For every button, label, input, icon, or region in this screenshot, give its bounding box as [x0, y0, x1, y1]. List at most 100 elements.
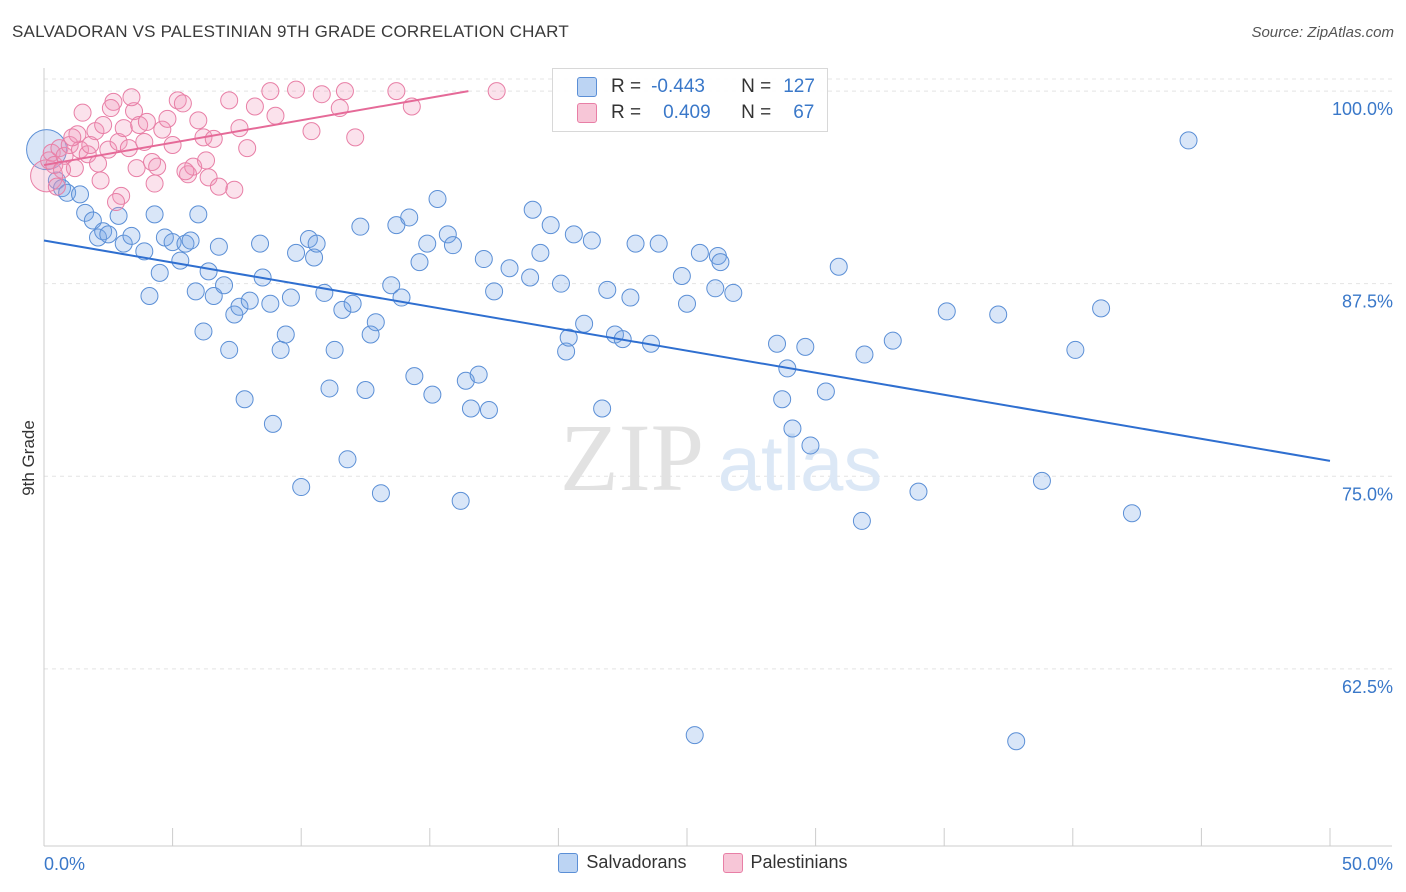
trend-lines — [43, 90, 1331, 462]
point-salvadorans — [559, 328, 578, 347]
point-salvadorans — [575, 314, 594, 333]
point-palestinians — [127, 159, 146, 178]
axis-labels: 100.0% 87.5% 75.0% 62.5% 0.0% 50.0% 9th Grade — [19, 99, 1393, 874]
point-salvadorans — [343, 294, 362, 313]
axes — [43, 68, 1392, 847]
watermark: ZIP atlas — [560, 404, 882, 511]
salvadoran-points — [26, 129, 1198, 751]
point-salvadorans — [783, 419, 802, 438]
point-salvadorans — [469, 365, 488, 384]
point-palestinians — [107, 193, 126, 212]
point-salvadorans — [261, 294, 280, 313]
point-palestinians — [197, 151, 216, 170]
point-salvadorans — [829, 257, 848, 276]
point-palestinians — [68, 125, 87, 144]
point-salvadorans — [909, 482, 928, 501]
y-tick-label: 87.5% — [1342, 292, 1393, 312]
point-palestinians — [91, 171, 110, 190]
point-palestinians — [125, 102, 144, 121]
point-salvadorans — [621, 288, 640, 307]
point-salvadorans — [176, 234, 195, 253]
point-salvadorans — [706, 279, 725, 298]
point-salvadorans — [521, 268, 540, 287]
point-palestinians — [63, 128, 82, 147]
r-value-salvadorans: -0.443 — [651, 76, 705, 97]
point-palestinians — [73, 103, 92, 122]
y-axis-title: 9th Grade — [19, 420, 38, 496]
y-tick-label: 100.0% — [1332, 99, 1393, 119]
point-palestinians — [335, 82, 354, 101]
point-salvadorans — [356, 380, 375, 399]
point-palestinians — [238, 139, 257, 158]
point-palestinians — [346, 128, 365, 147]
point-salvadorans — [271, 340, 290, 359]
point-salvadorans — [678, 294, 696, 313]
trend-line-salvadorans — [43, 239, 1331, 462]
point-palestinians — [230, 119, 249, 138]
point-palestinians — [148, 157, 167, 176]
point-salvadorans — [281, 288, 300, 307]
point-salvadorans — [199, 262, 218, 281]
r-value-palestinians: 0.409 — [663, 102, 711, 123]
watermark-atlas: atlas — [718, 419, 883, 507]
point-palestinians — [137, 112, 156, 131]
point-salvadorans — [366, 313, 385, 332]
point-salvadorans — [276, 325, 295, 344]
point-salvadorans — [1179, 131, 1198, 150]
point-salvadorans — [423, 385, 442, 404]
point-palestinians — [81, 136, 100, 155]
point-salvadorans — [235, 390, 254, 409]
point-salvadorans — [220, 340, 239, 359]
point-palestinians — [266, 106, 285, 125]
x-tick-label-max: 50.0% — [1342, 854, 1393, 874]
grid-lines — [44, 78, 1392, 670]
point-salvadorans — [122, 226, 141, 245]
point-salvadorans — [773, 390, 792, 409]
point-salvadorans — [382, 276, 401, 295]
point-salvadorans — [443, 236, 462, 255]
point-salvadorans — [140, 287, 159, 306]
point-salvadorans — [194, 322, 213, 341]
point-salvadorans — [292, 478, 311, 497]
point-salvadorans — [855, 345, 874, 364]
n-label: N = — [741, 102, 772, 123]
point-salvadorans — [251, 234, 270, 253]
point-salvadorans — [768, 334, 787, 353]
point-salvadorans — [593, 399, 612, 418]
point-palestinians — [158, 109, 177, 128]
point-salvadorans — [181, 231, 200, 250]
point-salvadorans — [71, 185, 90, 204]
point-salvadorans — [937, 302, 956, 321]
point-salvadorans — [325, 340, 344, 359]
point-salvadorans — [351, 217, 370, 236]
point-salvadorans — [816, 382, 835, 401]
point-palestinians — [94, 116, 113, 135]
point-salvadorans — [582, 231, 601, 250]
legend-item-salvadorans[interactable]: Salvadorans — [558, 852, 687, 873]
point-palestinians — [168, 91, 187, 110]
point-palestinians — [119, 139, 138, 158]
point-salvadorans — [287, 243, 306, 262]
point-salvadorans — [649, 234, 668, 253]
point-salvadorans — [461, 399, 480, 418]
point-salvadorans — [418, 234, 437, 253]
point-palestinians — [220, 91, 239, 110]
r-label: R = — [611, 102, 642, 123]
point-salvadorans — [500, 259, 519, 278]
point-salvadorans — [263, 414, 282, 433]
point-palestinians — [176, 162, 195, 181]
point-palestinians — [101, 99, 120, 118]
point-salvadorans — [94, 222, 113, 241]
legend-item-palestinians[interactable]: Palestinians — [722, 852, 848, 873]
point-salvadorans — [989, 305, 1008, 324]
point-salvadorans — [58, 183, 77, 202]
point-palestinians — [122, 88, 141, 107]
point-palestinians — [173, 94, 192, 113]
point-palestinians — [163, 136, 182, 155]
source-credit: Source: ZipAtlas.com — [1251, 24, 1394, 41]
point-salvadorans — [1092, 299, 1111, 318]
point-salvadorans — [99, 225, 118, 244]
point-palestinians — [209, 177, 228, 196]
point-salvadorans — [405, 367, 424, 386]
point-salvadorans — [685, 726, 704, 745]
